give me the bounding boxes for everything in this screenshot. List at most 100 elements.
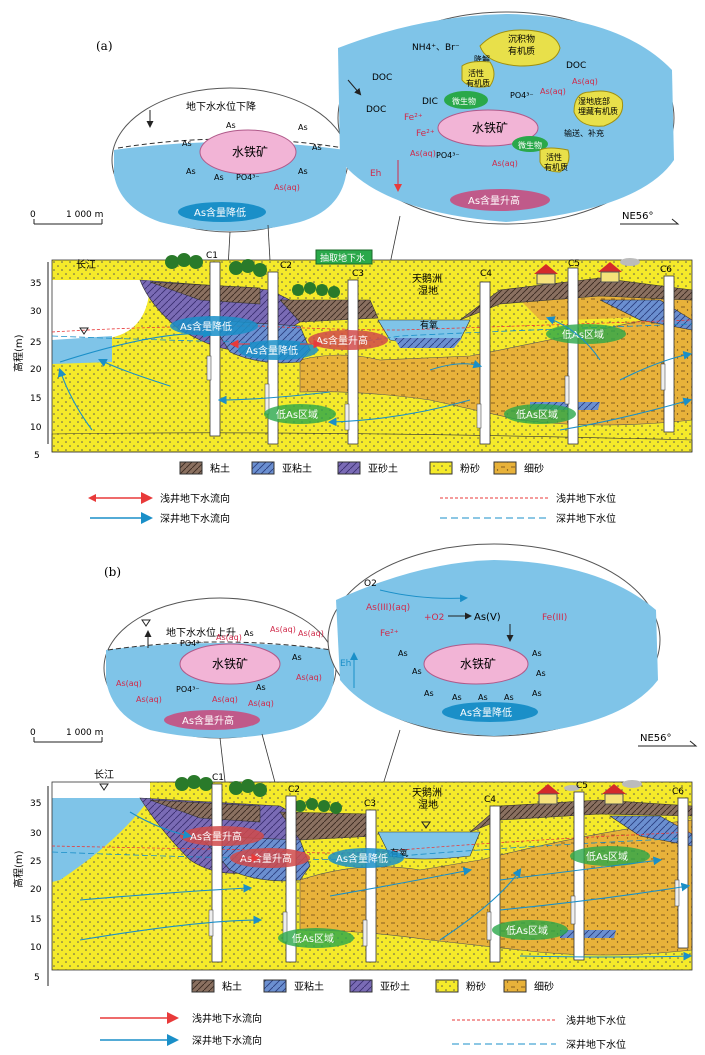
as-aq-label: As(aq) — [298, 629, 324, 638]
as-label: As — [186, 167, 196, 176]
legend-a: 粘土 亚粘土 亚砂土 粉砂 细砂 浅井地下水流向 深井地下水流向 浅井地下水位 … — [88, 461, 616, 525]
well-c6: C6 — [672, 787, 689, 949]
zone-label: 低As区域 — [506, 924, 548, 937]
y-tick: 35 — [30, 279, 41, 289]
legend-deep-level: 深井地下水位 — [566, 1038, 626, 1051]
scale-dist: 1 000 m — [66, 728, 103, 738]
well-label: C5 — [568, 259, 580, 269]
legend-sandy-loam: 亚砂土 — [368, 462, 398, 475]
well-c3: C3 — [344, 269, 364, 445]
active-om-label: 活性 — [468, 68, 484, 78]
ferrihydrite-shape — [437, 109, 539, 147]
zone-label: As含量升高 — [316, 334, 368, 347]
wetland-label: 天鹅洲 — [412, 786, 442, 799]
zone-label: As含量降低 — [336, 852, 388, 865]
as-label: As — [536, 669, 546, 678]
legend-fine-sand: 细砂 — [524, 462, 544, 475]
well-label: C1 — [206, 251, 218, 261]
po4-label: PO4³⁻ — [180, 639, 204, 648]
well-label: C6 — [660, 265, 672, 275]
as-label: As — [424, 689, 434, 698]
bubble-result: As含量降低 — [194, 206, 246, 219]
eh-label: Eh — [340, 659, 351, 669]
as-label: As — [532, 649, 542, 658]
as-label: As — [298, 123, 308, 132]
mineral-label: 水铁矿 — [460, 657, 496, 671]
y-tick: 5 — [34, 973, 40, 983]
panel-a-label: (a) — [96, 39, 113, 53]
as-aq-label: As(aq) — [296, 673, 322, 682]
well-label: C5 — [576, 781, 588, 791]
well-c3: C3 — [362, 799, 377, 963]
po4-label: PO4³⁻ — [236, 173, 260, 182]
bubble-a-left: 地下水水位下降 水铁矿 As As As As As As As PO4³⁻ A… — [111, 87, 349, 233]
well-c5: C5 — [564, 259, 580, 445]
bubble-b-left: 地下水水位上升 水铁矿 PO4³⁻ As As(aq) As(aq) As(aq… — [103, 597, 337, 739]
legend-deep-flow: 深井地下水流向 — [192, 1034, 262, 1047]
panel-b-wells: C1 C2 C3 C4 C5 — [208, 773, 689, 963]
wetland-label-2: 湿地 — [418, 284, 438, 297]
bubble-a-right: NH4⁺、Br⁻ 沉积物 有机质 降解 活性 有机质 DOC DOC DOC D… — [337, 11, 675, 225]
y-tick: 30 — [30, 307, 42, 317]
eh-label: Eh — [370, 169, 381, 179]
water-level-icon — [421, 821, 431, 829]
legend-shallow-level: 浅井地下水位 — [556, 492, 616, 505]
fe3-label: Fe(III) — [542, 613, 567, 623]
y-tick: 20 — [30, 885, 42, 895]
well-label: C2 — [280, 261, 292, 271]
as-label: As — [226, 121, 236, 130]
as-aq-label: As(aq) — [248, 699, 274, 708]
bubble-result: As含量升高 — [182, 714, 234, 727]
legend-silty-clay: 亚粘土 — [294, 980, 324, 993]
panel-b-houses — [536, 780, 642, 805]
pump-label: 抽取地下水 — [320, 252, 365, 264]
panel-b-trees — [175, 775, 342, 814]
legend-shallow-level: 浅井地下水位 — [566, 1014, 626, 1027]
legend-deep-level: 深井地下水位 — [556, 512, 616, 525]
y-tick: 15 — [30, 915, 41, 925]
as-label: As — [312, 143, 322, 152]
zone-label: As含量升高 — [190, 830, 242, 843]
scale-dist: 1 000 m — [66, 210, 103, 220]
pump-badge — [315, 249, 373, 265]
y-axis-label: 高程(m) — [12, 334, 25, 372]
well-label: C6 — [672, 787, 684, 797]
well-c4: C4 — [484, 795, 501, 963]
doc-label: DOC — [366, 105, 386, 115]
microbe-label: 微生物 — [452, 96, 476, 106]
panel-a-houses — [534, 258, 640, 285]
sediment-label: 沉积物 — [508, 33, 535, 45]
legend-sandy-loam: 亚砂土 — [380, 980, 410, 993]
zone-label: As含量降低 — [180, 320, 232, 333]
nh4-br-label: NH4⁺、Br⁻ — [412, 43, 460, 53]
scale-zero: 0 — [30, 210, 36, 220]
well-label: C2 — [288, 785, 300, 795]
as-aq-label: As(aq) — [212, 695, 238, 704]
mineral-label: 水铁矿 — [472, 121, 508, 135]
y-tick: 25 — [30, 338, 41, 348]
legend-clay: 粘土 — [210, 462, 230, 475]
sediment-om-blob — [479, 29, 561, 67]
scale-zero: 0 — [30, 728, 36, 738]
bubble-result: As含量升高 — [468, 194, 520, 207]
legend-silty-clay: 亚粘土 — [282, 462, 312, 475]
as-aq-label: As(aq) — [492, 159, 518, 168]
legend-shallow-flow: 浅井地下水流向 — [192, 1012, 262, 1025]
as3-label: As(III)(aq) — [366, 603, 410, 613]
well-c1: C1 — [206, 251, 221, 437]
panel-b-zones: As含量升高 As含量升高 As含量降低 低As区域 低As区域 低As区域 — [180, 826, 650, 948]
po4-label: PO4³⁻ — [436, 151, 460, 160]
well-label: C3 — [364, 799, 376, 809]
legend-fine-sand: 细砂 — [534, 980, 554, 993]
ferrihydrite-shape — [179, 643, 281, 685]
plus-o2-label: +O2 — [424, 613, 444, 623]
ferrihydrite-shape — [423, 643, 529, 685]
direction-label: NE56° — [622, 211, 654, 222]
as-aq-label: As(aq) — [274, 183, 300, 192]
panel-b-flow-arrows — [79, 811, 693, 961]
doc-label: DOC — [372, 73, 392, 83]
y-axis-label: 高程(m) — [12, 850, 25, 888]
panel-a: (a) 0 1 000 m NE56° 地下水水位下降 水铁矿 As As As… — [12, 11, 693, 461]
